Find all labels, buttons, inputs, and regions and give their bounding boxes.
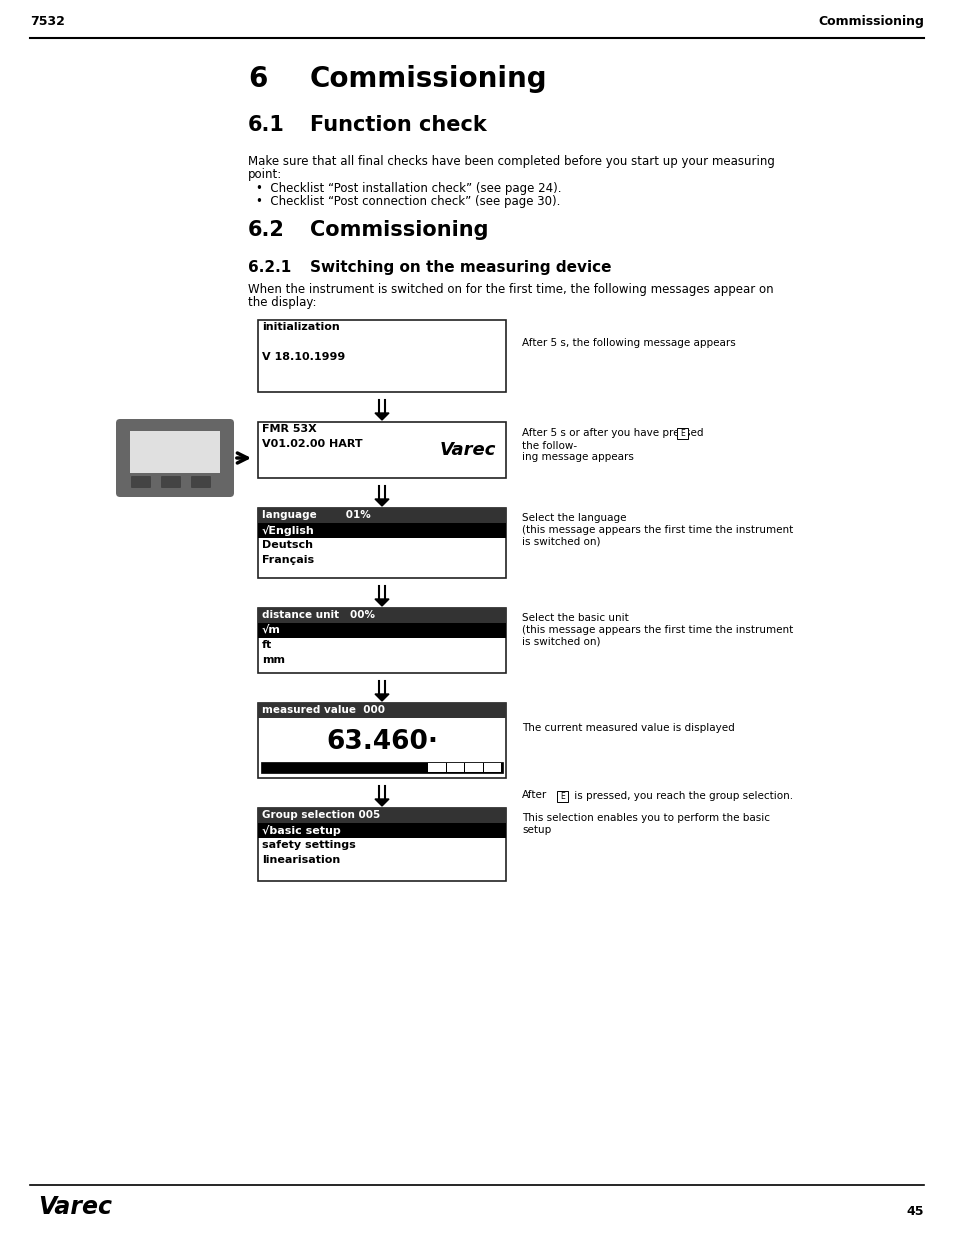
Text: distance unit   00%: distance unit 00%: [262, 610, 375, 620]
Text: √basic setup: √basic setup: [262, 825, 340, 836]
Bar: [257, 608, 505, 622]
Text: linearisation: linearisation: [262, 855, 340, 864]
Bar: [257, 808, 505, 881]
Text: Varec: Varec: [38, 1195, 112, 1219]
Bar: [428, 763, 445, 772]
Text: Function check: Function check: [310, 115, 486, 135]
Bar: [257, 320, 505, 391]
FancyBboxPatch shape: [131, 475, 151, 488]
Bar: [257, 808, 505, 823]
Text: (this message appears the first time the instrument: (this message appears the first time the…: [521, 625, 792, 635]
Text: the display:: the display:: [248, 296, 316, 309]
Polygon shape: [375, 599, 389, 606]
Polygon shape: [375, 694, 389, 701]
Bar: [373, 763, 390, 772]
Text: •  Checklist “Post installation check” (see page 24).: • Checklist “Post installation check” (s…: [255, 182, 561, 195]
Text: 6.2: 6.2: [248, 220, 285, 240]
Text: 45: 45: [905, 1205, 923, 1218]
Text: mm: mm: [262, 655, 285, 664]
Text: This selection enables you to perform the basic: This selection enables you to perform th…: [521, 813, 769, 823]
Bar: [257, 508, 505, 522]
Text: 6: 6: [248, 65, 267, 93]
FancyBboxPatch shape: [191, 475, 211, 488]
Bar: [261, 762, 502, 773]
Text: Make sure that all final checks have been completed before you start up your mea: Make sure that all final checks have bee…: [248, 156, 774, 168]
Bar: [257, 508, 505, 578]
Text: Deutsch: Deutsch: [262, 540, 313, 550]
Text: Group selection 005: Group selection 005: [262, 810, 380, 820]
Bar: [130, 431, 220, 473]
Text: •  Checklist “Post connection check” (see page 30).: • Checklist “Post connection check” (see…: [255, 195, 559, 207]
Text: E: E: [559, 792, 564, 802]
Text: the follow-: the follow-: [521, 441, 577, 451]
Polygon shape: [375, 499, 389, 506]
Text: 7532: 7532: [30, 15, 65, 28]
Text: Switching on the measuring device: Switching on the measuring device: [310, 261, 611, 275]
Text: After 5 s, the following message appears: After 5 s, the following message appears: [521, 338, 735, 348]
Bar: [262, 763, 279, 772]
Bar: [409, 763, 427, 772]
Text: After: After: [521, 790, 547, 800]
Bar: [354, 763, 372, 772]
Text: The current measured value is displayed: The current measured value is displayed: [521, 722, 734, 734]
Bar: [317, 763, 335, 772]
Bar: [257, 703, 505, 718]
Text: is switched on): is switched on): [521, 537, 599, 547]
Text: initialization: initialization: [262, 322, 339, 332]
Text: language        01%: language 01%: [262, 510, 371, 520]
Text: Commissioning: Commissioning: [310, 65, 547, 93]
Text: Varec: Varec: [439, 441, 496, 459]
Text: V01.02.00 HART: V01.02.00 HART: [262, 438, 362, 450]
Polygon shape: [375, 799, 389, 806]
Text: Select the basic unit: Select the basic unit: [521, 613, 628, 622]
Text: (this message appears the first time the instrument: (this message appears the first time the…: [521, 525, 792, 535]
Text: setup: setup: [521, 825, 551, 835]
Text: is switched on): is switched on): [521, 637, 599, 647]
Text: √English: √English: [262, 525, 314, 536]
FancyBboxPatch shape: [161, 475, 181, 488]
Text: When the instrument is switched on for the first time, the following messages ap: When the instrument is switched on for t…: [248, 283, 773, 296]
Bar: [257, 703, 505, 778]
Text: safety settings: safety settings: [262, 840, 355, 850]
Text: 6.1: 6.1: [248, 115, 285, 135]
Text: Select the language: Select the language: [521, 513, 626, 522]
Bar: [335, 763, 353, 772]
Bar: [257, 422, 505, 478]
Polygon shape: [375, 412, 389, 420]
Text: 63.460·: 63.460·: [326, 729, 437, 755]
Text: measured value  000: measured value 000: [262, 705, 385, 715]
Text: √m: √m: [262, 625, 280, 635]
Bar: [280, 763, 297, 772]
Text: Français: Français: [262, 555, 314, 564]
Bar: [391, 763, 408, 772]
Text: Commissioning: Commissioning: [818, 15, 923, 28]
Text: is pressed, you reach the group selection.: is pressed, you reach the group selectio…: [571, 790, 792, 802]
Text: point:: point:: [248, 168, 282, 182]
Bar: [257, 622, 505, 638]
Text: ft: ft: [262, 640, 272, 650]
Bar: [483, 763, 500, 772]
FancyBboxPatch shape: [116, 419, 233, 496]
Text: After 5 s or after you have pressed: After 5 s or after you have pressed: [521, 429, 702, 438]
Bar: [677, 429, 687, 438]
Bar: [257, 522, 505, 538]
Text: ing message appears: ing message appears: [521, 452, 633, 462]
Text: E: E: [679, 429, 684, 438]
Bar: [257, 608, 505, 673]
Bar: [465, 763, 482, 772]
Bar: [257, 823, 505, 839]
Bar: [298, 763, 316, 772]
Bar: [446, 763, 463, 772]
Text: Commissioning: Commissioning: [310, 220, 488, 240]
Text: FMR 53X: FMR 53X: [262, 424, 316, 433]
Text: 6.2.1: 6.2.1: [248, 261, 291, 275]
Text: V 18.10.1999: V 18.10.1999: [262, 352, 345, 362]
Bar: [557, 790, 567, 802]
